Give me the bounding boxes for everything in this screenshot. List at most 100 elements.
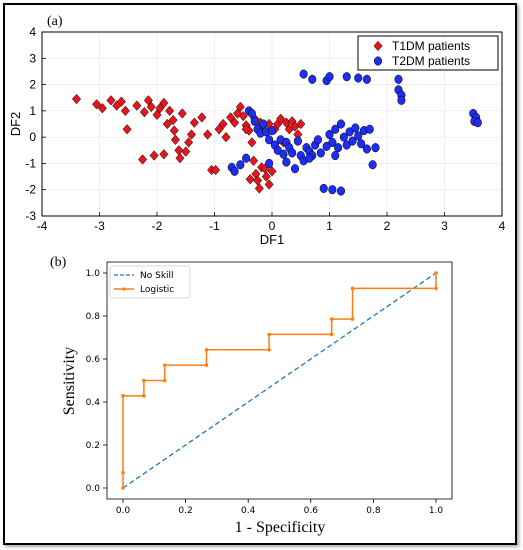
t1dm-point	[211, 164, 221, 176]
scatter-legend: T1DM patients T2DM patients	[357, 35, 499, 71]
scatter-y-tick-label: 0	[29, 130, 36, 144]
t1dm-point	[218, 118, 228, 130]
t2dm-point	[236, 160, 245, 170]
t1dm-point	[92, 99, 102, 110]
scatter-x-tick-label: 0	[269, 219, 276, 233]
roc-panel: (b) 0.0 0.2 0.4 0.6 0.8 1.0 0.0 0.2 0.4 0.6 0.8 1.0…	[50, 255, 453, 536]
t1dm-point	[106, 95, 116, 106]
t1dm-point	[170, 134, 180, 145]
t2dm-point	[290, 164, 300, 174]
t1dm-point	[139, 106, 149, 118]
t1dm-point	[168, 114, 178, 126]
t1dm-point	[122, 124, 132, 135]
t2dm-point	[293, 136, 302, 146]
logistic-roc-point	[434, 271, 438, 275]
roc-ticks: 0.0 0.2 0.4 0.6 0.8 1.0 0.0 0.2 0.4 0.6 0.8 1.0	[86, 269, 444, 516]
t2dm-point	[394, 74, 403, 84]
legend-marker-t1dm	[373, 40, 383, 52]
t2dm-point	[282, 157, 291, 167]
t2dm-point	[331, 124, 340, 134]
roc-x-tick-label: 0.8	[366, 506, 381, 516]
logistic-roc-point	[329, 317, 334, 321]
logistic-roc-point	[204, 363, 209, 367]
scatter-x-tick-label: -2	[152, 219, 163, 233]
scatter-y-tick-label: 1	[29, 104, 36, 118]
logistic-roc-point	[121, 470, 125, 475]
t2dm-point	[328, 185, 337, 195]
legend-label-t2dm: T2DM patients	[392, 54, 470, 68]
no-skill-line	[122, 272, 437, 489]
scatter-y-tick-label: -1	[25, 156, 36, 170]
scatter-y-tick-label: -2	[25, 183, 36, 197]
t1dm-point	[238, 110, 248, 122]
legend-label-t1dm: T1DM patients	[392, 39, 470, 53]
t2dm-point	[247, 108, 256, 119]
scatter-x-tick-label: -4	[37, 219, 48, 233]
t1dm-point	[186, 129, 197, 140]
t1dm-point	[235, 101, 245, 113]
logistic-roc-point	[434, 286, 438, 291]
roc-x-tick-label: 0.4	[241, 506, 256, 516]
logistic-roc-point	[267, 347, 271, 352]
roc-y-tick-label: 0.6	[86, 355, 101, 365]
t1dm-point	[230, 117, 240, 128]
t1dm-point	[276, 113, 286, 124]
t1dm-point	[71, 93, 82, 105]
t1dm-point	[149, 150, 159, 161]
roc-x-tick-label: 0.0	[116, 506, 131, 516]
t1dm-point	[261, 171, 271, 182]
t1dm-point	[162, 118, 172, 130]
scatter-x-tick-label: 1	[326, 219, 333, 233]
scatter-points	[71, 69, 482, 196]
t2dm-point	[265, 135, 274, 145]
t2dm-point	[230, 166, 239, 176]
t2dm-point	[339, 132, 348, 142]
t2dm-point	[325, 129, 334, 140]
scatter-y-axis-label: DF2	[8, 112, 23, 137]
figure-frame	[3, 3, 517, 545]
roc-x-axis-label: 1 - Specificity	[235, 519, 326, 536]
logistic-roc-point	[329, 332, 334, 337]
t2dm-point	[299, 69, 308, 79]
panel-b-label: (b)	[50, 255, 67, 270]
t1dm-point	[159, 149, 169, 160]
t2dm-point	[319, 183, 328, 193]
legend-marker-t2dm	[373, 56, 383, 66]
scatter-x-tick-label: 4	[499, 219, 506, 233]
t2dm-point	[328, 137, 337, 147]
t1dm-point	[184, 137, 194, 148]
t2dm-point	[336, 119, 346, 129]
logistic-roc-point	[121, 486, 125, 490]
t2dm-point	[342, 72, 351, 82]
scatter-legend-box	[357, 35, 499, 71]
t1dm-point	[138, 154, 148, 165]
roc-legend-box	[109, 265, 191, 299]
t1dm-point	[267, 166, 277, 177]
t1dm-point	[254, 183, 264, 194]
t2dm-point	[267, 126, 277, 136]
t1dm-point	[159, 97, 169, 109]
roc-x-tick-label: 1.0	[429, 506, 444, 516]
t2dm-point	[351, 123, 360, 133]
t2dm-point	[348, 136, 357, 146]
roc-y-tick-label: 0.2	[86, 441, 100, 451]
scatter-y-tick-label: 3	[29, 51, 36, 65]
roc-y-axis-label: Sensitivity	[61, 347, 78, 415]
logistic-roc-point	[142, 378, 146, 383]
t2dm-point	[336, 186, 346, 196]
t1dm-point	[132, 100, 142, 111]
t1dm-point	[165, 105, 175, 117]
t1dm-point	[203, 129, 213, 140]
logistic-roc-point	[267, 332, 271, 337]
t2dm-point	[371, 143, 380, 153]
scatter-y-tick-label: 2	[29, 78, 36, 92]
roc-y-tick-label: 1.0	[86, 269, 101, 279]
logistic-roc-point	[204, 347, 209, 352]
scatter-x-tick-label: 2	[384, 219, 391, 233]
t2dm-point	[362, 144, 371, 154]
t2dm-point	[331, 150, 340, 161]
t1dm-point	[97, 103, 107, 114]
t1dm-point	[120, 105, 130, 117]
t1dm-point	[146, 101, 156, 113]
